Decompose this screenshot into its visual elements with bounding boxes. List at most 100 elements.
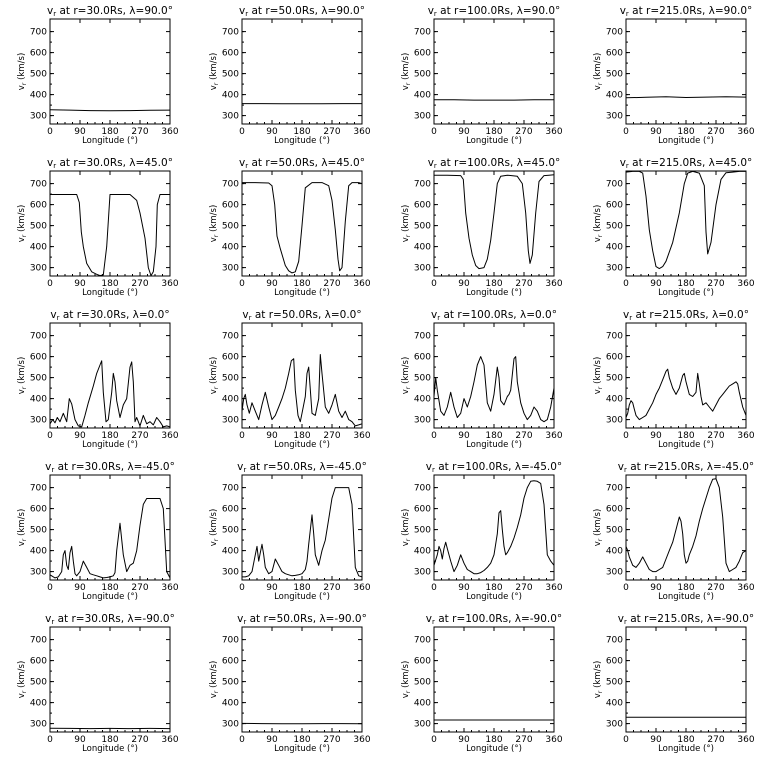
series-line [625, 170, 746, 270]
x-axis-label: Longitude (°) [466, 744, 522, 754]
y-tick-label: 600 [414, 657, 431, 667]
y-tick-label: 600 [606, 49, 623, 59]
y-tick-label: 300 [606, 568, 623, 578]
y-tick-label: 400 [606, 547, 623, 557]
y-tick-label: 400 [30, 243, 47, 253]
y-tick-label: 600 [606, 201, 623, 211]
series-line [49, 109, 171, 112]
y-tick-label: 700 [606, 28, 623, 38]
x-tick-label: 270 [707, 279, 724, 289]
chart-title: vr at r=215.0Rs, λ=45.0° [620, 157, 753, 170]
chart-title: vr at r=50.0Rs, λ=0.0° [242, 309, 361, 322]
y-tick-label: 300 [414, 720, 431, 730]
y-tick-label: 300 [606, 720, 623, 730]
x-tick-label: 90 [458, 735, 470, 745]
x-tick-label: 90 [74, 279, 86, 289]
x-tick-label: 270 [131, 431, 148, 441]
y-tick-label: 600 [414, 505, 431, 515]
x-tick-label: 0 [47, 279, 53, 289]
series-line [625, 478, 747, 573]
chart-title: vr at r=50.0Rs, λ=-45.0° [237, 461, 367, 474]
series-line [242, 487, 363, 578]
x-axis-label: Longitude (°) [82, 592, 138, 602]
y-tick-label: 300 [222, 264, 239, 274]
chart-title: vr at r=30.0Rs, λ=90.0° [47, 5, 173, 18]
y-tick-label: 500 [30, 70, 47, 80]
x-axis-label: Longitude (°) [658, 440, 714, 450]
x-tick-label: 270 [131, 583, 148, 593]
x-tick-label: 90 [74, 735, 86, 745]
x-tick-label: 270 [131, 279, 148, 289]
chart-title: vr at r=30.0Rs, λ=0.0° [50, 309, 169, 322]
x-axis-label: Longitude (°) [82, 136, 138, 146]
y-tick-label: 400 [414, 243, 431, 253]
y-tick-label: 400 [606, 91, 623, 101]
y-tick-label: 400 [30, 699, 47, 709]
y-tick-label: 700 [30, 28, 47, 38]
x-axis-label: Longitude (°) [658, 592, 714, 602]
y-tick-label: 600 [30, 49, 47, 59]
y-axis-label: vr (km/s) [593, 357, 604, 395]
chart-title: vr at r=50.0Rs, λ=-90.0° [237, 613, 367, 626]
x-tick-label: 180 [101, 735, 118, 745]
y-tick-label: 400 [414, 395, 431, 405]
x-tick-label: 270 [323, 431, 340, 441]
y-tick-label: 600 [414, 353, 431, 363]
x-tick-label: 90 [650, 583, 662, 593]
y-tick-label: 300 [414, 112, 431, 122]
y-tick-label: 400 [414, 547, 431, 557]
y-tick-label: 500 [414, 678, 431, 688]
x-tick-label: 360 [545, 735, 562, 745]
x-tick-label: 90 [266, 735, 278, 745]
x-tick-label: 0 [47, 431, 53, 441]
x-tick-label: 90 [266, 279, 278, 289]
chart-title: vr at r=50.0Rs, λ=90.0° [239, 5, 365, 18]
y-tick-label: 300 [606, 416, 623, 426]
x-tick-label: 360 [353, 127, 370, 137]
x-tick-label: 180 [677, 127, 694, 137]
x-tick-label: 180 [485, 127, 502, 137]
x-tick-label: 0 [431, 431, 437, 441]
y-axis-label: vr (km/s) [209, 357, 220, 395]
chart-title: vr at r=215.0Rs, λ=90.0° [620, 5, 753, 18]
x-tick-label: 90 [74, 583, 86, 593]
y-tick-label: 700 [222, 28, 239, 38]
x-tick-label: 270 [515, 279, 532, 289]
chart-title: vr at r=215.0Rs, λ=-45.0° [618, 461, 754, 474]
y-tick-label: 500 [222, 526, 239, 536]
y-axis-label: vr (km/s) [17, 205, 28, 243]
x-tick-label: 180 [101, 279, 118, 289]
x-tick-label: 270 [707, 735, 724, 745]
y-tick-label: 600 [414, 201, 431, 211]
x-tick-label: 360 [161, 735, 178, 745]
x-tick-label: 360 [161, 431, 178, 441]
x-tick-label: 0 [431, 735, 437, 745]
x-tick-label: 0 [623, 431, 629, 441]
y-tick-label: 500 [30, 374, 47, 384]
x-tick-label: 270 [323, 583, 340, 593]
y-tick-label: 300 [30, 568, 47, 578]
x-tick-label: 90 [650, 127, 662, 137]
x-tick-label: 90 [74, 431, 86, 441]
y-tick-label: 700 [30, 180, 47, 190]
y-tick-label: 400 [222, 395, 239, 405]
series-line [50, 194, 170, 277]
x-tick-label: 180 [485, 431, 502, 441]
y-axis-label: vr (km/s) [17, 509, 28, 547]
y-tick-label: 500 [606, 374, 623, 384]
x-tick-label: 360 [545, 583, 562, 593]
y-tick-label: 700 [30, 636, 47, 646]
y-tick-label: 300 [222, 720, 239, 730]
x-tick-label: 0 [623, 735, 629, 745]
y-tick-label: 300 [606, 264, 623, 274]
x-tick-label: 180 [293, 735, 310, 745]
x-tick-label: 360 [161, 583, 178, 593]
x-tick-label: 90 [458, 431, 470, 441]
